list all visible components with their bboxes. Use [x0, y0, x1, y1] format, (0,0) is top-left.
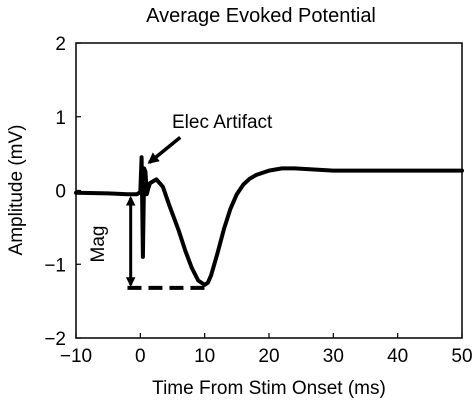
x-tick-label: 30: [323, 346, 344, 367]
mag-label: Mag: [88, 226, 109, 263]
y-axis-label: Amplitude (mV): [6, 125, 27, 256]
chart-title: Average Evoked Potential: [146, 5, 376, 27]
artifact-label: Elec Artifact: [172, 112, 273, 133]
x-axis-ticks: −10 0 10 20 30 40 50: [60, 333, 473, 367]
x-tick-label: 10: [194, 346, 215, 367]
x-tick-label: 20: [258, 346, 279, 367]
series-line: [74, 155, 464, 287]
x-tick-label: 0: [135, 346, 146, 367]
series-layer: [74, 155, 464, 287]
x-tick-label: 40: [387, 346, 408, 367]
plot-frame: [75, 42, 463, 339]
annotation-layer: Elec Artifact Mag: [88, 112, 273, 290]
x-tick-label: 50: [451, 346, 472, 367]
y-tick-label: 0: [55, 182, 66, 203]
y-tick-label: −2: [44, 329, 66, 350]
y-tick-label: −1: [44, 255, 66, 276]
y-axis-ticks: −2 −1 0 1 2: [44, 34, 81, 350]
artifact-arrow: [147, 136, 182, 164]
x-tick-label: −10: [60, 346, 92, 367]
y-tick-label: 1: [55, 108, 66, 129]
x-axis-label: Time From Stim Onset (ms): [152, 378, 386, 399]
y-tick-label: 2: [55, 34, 66, 55]
